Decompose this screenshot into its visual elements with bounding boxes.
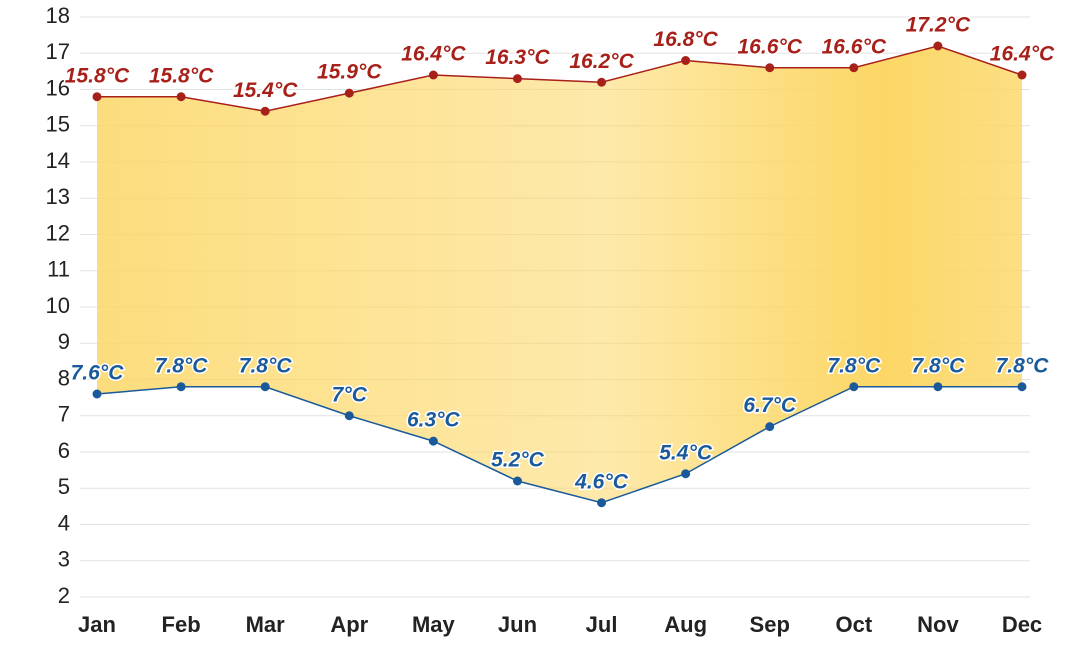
y-tick-label: 8 <box>58 365 70 390</box>
y-tick-label: 5 <box>58 474 70 499</box>
data-label: 16.4°C <box>401 43 466 66</box>
data-point <box>176 92 186 102</box>
data-label: 6.7°C <box>743 394 797 417</box>
data-point <box>92 389 102 399</box>
data-label: 15.4°C <box>233 79 298 102</box>
data-label: 15.8°C <box>65 64 130 87</box>
y-tick-label: 11 <box>47 257 70 282</box>
data-point <box>765 422 775 432</box>
y-tick-label: 12 <box>46 220 70 245</box>
data-label: 6.3°C <box>407 409 461 432</box>
y-tick-label: 13 <box>46 184 70 209</box>
y-tick-label: 18 <box>46 3 70 28</box>
data-label: 5.4°C <box>659 441 713 464</box>
data-point <box>512 74 522 84</box>
y-tick-label: 16 <box>46 75 70 100</box>
y-tick-label: 10 <box>46 293 70 318</box>
data-point <box>344 411 354 421</box>
data-point <box>933 382 943 392</box>
data-point <box>260 106 270 116</box>
data-point <box>1017 70 1027 80</box>
series-line <box>96 386 1022 504</box>
data-label: 16.3°C <box>485 46 550 69</box>
y-tick-label: 9 <box>58 329 70 354</box>
data-label: 7.8°C <box>155 354 209 377</box>
x-tick-label: Jul <box>586 612 618 637</box>
data-point <box>597 77 607 87</box>
y-tick-label: 3 <box>58 547 70 572</box>
data-point <box>512 476 522 486</box>
data-point <box>92 92 102 102</box>
data-point <box>765 63 775 73</box>
data-label: 15.9°C <box>317 61 382 84</box>
data-label: 16.6°C <box>738 35 803 58</box>
data-label: 16.2°C <box>569 50 634 73</box>
data-label: 5.2°C <box>491 449 545 472</box>
data-point <box>344 88 354 98</box>
x-tick-label: May <box>412 612 456 637</box>
data-label: 7.6°C <box>71 362 125 385</box>
data-point <box>597 498 607 508</box>
data-point <box>933 41 943 51</box>
series-line <box>97 45 1023 113</box>
data-label: 7.8°C <box>239 354 293 377</box>
y-tick-label: 4 <box>58 510 70 535</box>
data-label: 7.8°C <box>996 354 1050 377</box>
x-tick-label: Jan <box>78 612 116 637</box>
x-tick-label: Apr <box>330 612 368 637</box>
data-label: 17.2°C <box>906 14 971 37</box>
data-point <box>1017 382 1027 392</box>
data-label: 7.8°C <box>827 354 881 377</box>
y-tick-label: 7 <box>58 402 70 427</box>
data-label: 16.8°C <box>653 28 718 51</box>
data-label: 15.8°C <box>149 64 214 87</box>
data-point <box>681 469 691 479</box>
y-tick-label: 15 <box>46 112 70 137</box>
x-tick-label: Nov <box>917 612 959 637</box>
data-point <box>849 63 859 73</box>
x-tick-label: Aug <box>664 612 707 637</box>
data-label: 7.8°C <box>912 354 966 377</box>
y-tick-label: 6 <box>58 438 70 463</box>
data-point <box>428 436 438 446</box>
data-label: 16.6°C <box>822 35 887 58</box>
x-tick-label: Jun <box>498 612 537 637</box>
data-point <box>428 70 438 80</box>
x-tick-label: Mar <box>246 612 286 637</box>
data-label: 4.6°C <box>574 470 629 493</box>
data-point <box>681 56 691 65</box>
x-tick-label: Sep <box>750 612 790 637</box>
y-tick-label: 14 <box>46 148 70 173</box>
data-point <box>849 382 859 392</box>
range-area <box>97 46 1022 503</box>
data-label: 7°C <box>332 383 368 406</box>
x-tick-label: Dec <box>1002 612 1042 637</box>
data-point <box>260 382 270 392</box>
data-point <box>176 382 186 392</box>
x-tick-label: Feb <box>162 612 201 637</box>
x-tick-label: Oct <box>835 612 872 637</box>
data-label: 16.4°C <box>990 43 1055 66</box>
y-tick-label: 2 <box>58 583 70 608</box>
y-tick-label: 17 <box>46 39 70 64</box>
